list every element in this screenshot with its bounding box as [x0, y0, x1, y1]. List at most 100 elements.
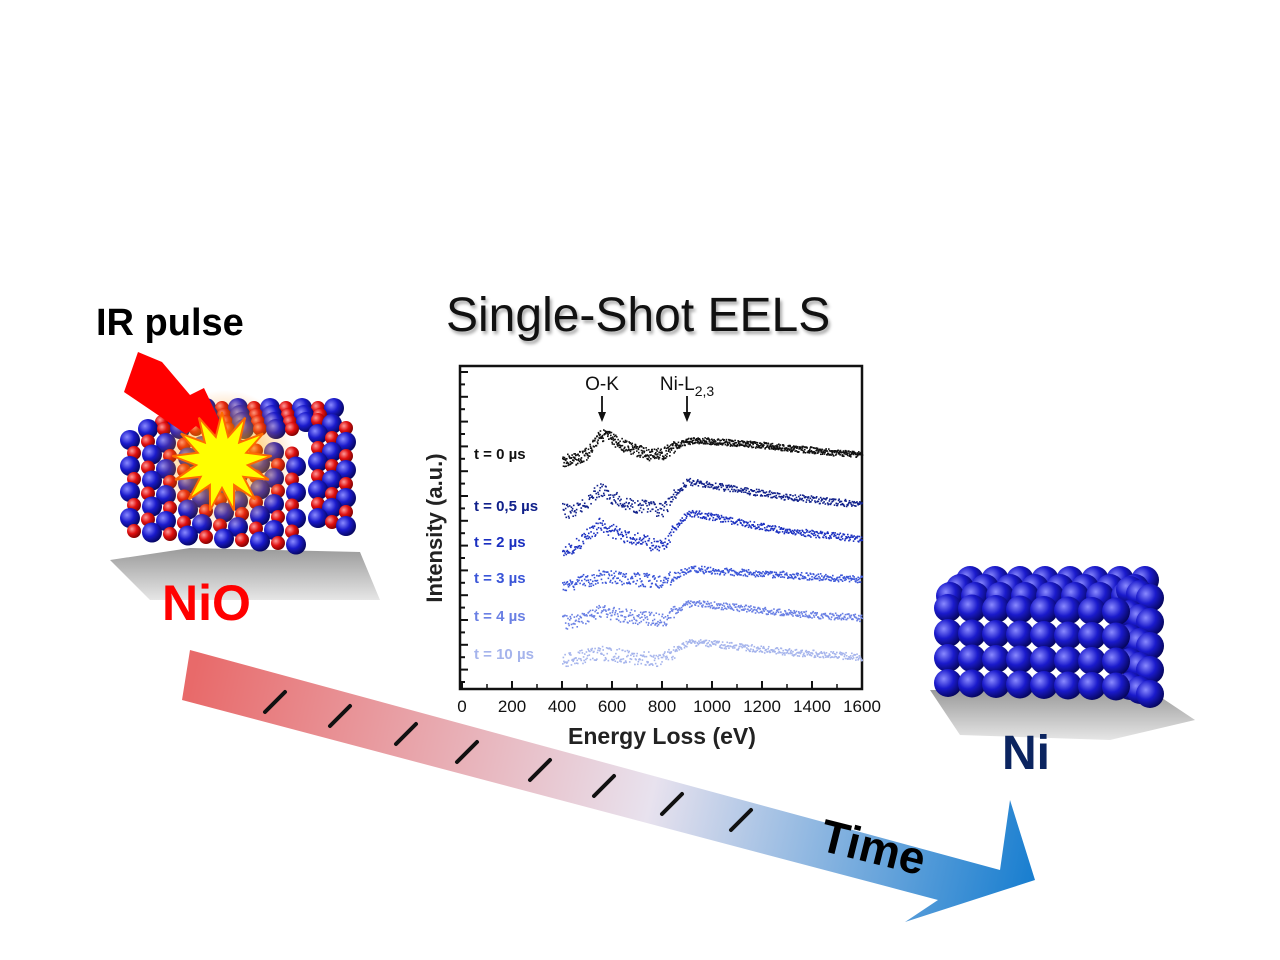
data-point: [669, 616, 672, 619]
data-point: [611, 529, 614, 532]
data-point: [830, 533, 833, 536]
data-point: [825, 535, 827, 538]
data-point: [659, 619, 662, 622]
data-point: [599, 486, 602, 489]
nickel-atom: [120, 456, 140, 476]
oxygen-atom: [339, 505, 353, 519]
data-point: [723, 647, 726, 650]
data-point: [645, 536, 647, 538]
data-point: [604, 432, 607, 435]
series-0: [562, 429, 864, 468]
data-point: [820, 453, 822, 456]
data-point: [851, 658, 854, 660]
data-point: [814, 447, 816, 450]
data-point: [835, 454, 837, 456]
data-point: [823, 451, 825, 453]
data-point: [773, 575, 775, 578]
data-point: [654, 624, 656, 626]
data-point: [643, 450, 646, 453]
data-point: [640, 454, 642, 457]
data-point: [793, 529, 796, 531]
data-point: [829, 654, 831, 656]
data-point: [577, 547, 579, 549]
data-point: [774, 448, 776, 451]
data-point: [579, 547, 582, 550]
data-point: [780, 647, 783, 650]
data-point: [566, 462, 569, 464]
data-point: [631, 575, 633, 578]
data-point: [737, 489, 739, 491]
data-point: [601, 522, 603, 525]
data-point: [761, 489, 763, 492]
data-point: [836, 533, 839, 536]
data-point: [665, 501, 667, 503]
data-point: [578, 652, 581, 654]
data-point: [577, 614, 579, 617]
data-point: [750, 527, 753, 529]
data-point: [821, 448, 823, 451]
data-point: [699, 639, 702, 641]
data-point: [566, 457, 568, 460]
annotation-label: Ni-L2,3: [660, 374, 715, 399]
data-point: [586, 575, 589, 577]
data-point: [688, 602, 690, 604]
data-point: [693, 641, 696, 643]
data-point: [836, 504, 839, 507]
data-point: [672, 580, 675, 582]
data-point: [822, 502, 824, 504]
data-point: [744, 574, 747, 577]
data-point: [816, 449, 818, 452]
data-point: [576, 579, 579, 581]
data-point: [627, 651, 630, 654]
data-point: [579, 462, 582, 464]
data-point: [589, 496, 591, 499]
data-point: [775, 531, 778, 533]
data-point: [693, 565, 696, 568]
data-point: [809, 654, 812, 656]
data-point: [628, 581, 630, 584]
data-point: [776, 647, 779, 649]
data-point: [728, 603, 731, 606]
data-point: [787, 649, 789, 652]
data-point: [701, 441, 704, 443]
data-point: [620, 537, 622, 540]
data-point: [622, 610, 624, 613]
data-point: [816, 447, 819, 450]
data-point: [721, 606, 723, 609]
data-point: [827, 576, 829, 578]
data-point: [604, 571, 606, 573]
data-point: [818, 536, 821, 539]
data-point: [773, 649, 775, 651]
data-point: [746, 644, 749, 647]
data-point: [737, 519, 740, 521]
data-point: [601, 574, 603, 576]
data-point: [619, 499, 621, 502]
data-point: [826, 450, 829, 452]
data-point: [739, 605, 742, 608]
data-point: [670, 534, 673, 537]
data-point: [721, 442, 723, 445]
data-point: [598, 433, 600, 435]
data-point: [597, 439, 599, 441]
data-point: [807, 496, 810, 498]
data-point: [837, 449, 839, 452]
data-point: [621, 506, 624, 508]
data-point: [765, 442, 768, 445]
data-point: [641, 451, 643, 454]
data-point: [675, 446, 678, 448]
data-point: [668, 448, 670, 450]
data-point: [676, 523, 679, 525]
data-point: [658, 575, 661, 578]
data-point: [680, 442, 683, 445]
data-point: [610, 434, 612, 437]
data-point: [562, 502, 564, 505]
data-point: [564, 583, 567, 585]
data-point: [792, 615, 794, 617]
data-point: [661, 542, 663, 545]
data-point: [659, 449, 662, 452]
nickel-atom: [138, 419, 158, 439]
data-point: [601, 610, 604, 612]
data-point: [703, 640, 706, 643]
data-point: [772, 611, 775, 614]
